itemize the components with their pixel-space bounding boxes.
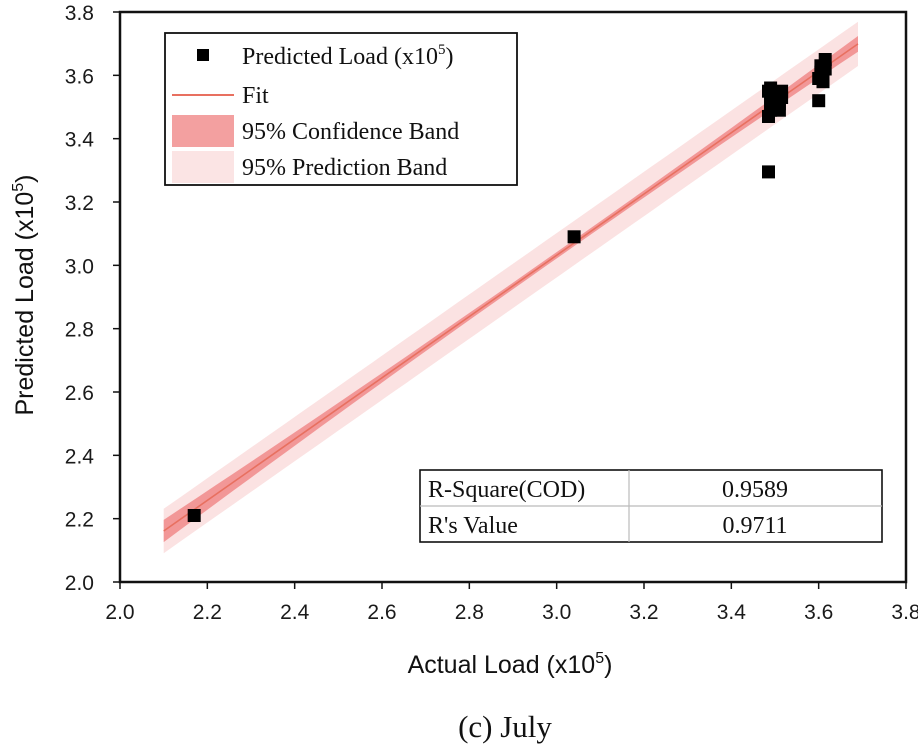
- x-tick-label: 2.2: [193, 601, 222, 624]
- legend-label-fit: Fit: [242, 83, 269, 109]
- data-point: [187, 509, 201, 522]
- x-tick-label: 3.0: [542, 601, 571, 624]
- y-tick-label: 2.0: [65, 572, 94, 595]
- y-tick-label: 3.0: [65, 255, 94, 278]
- y-tick-label: 3.8: [65, 2, 94, 25]
- data-point: [762, 165, 775, 179]
- x-tick-label: 3.6: [804, 601, 833, 624]
- data-point: [818, 53, 832, 66]
- data-points: [187, 53, 832, 522]
- data-point: [764, 81, 778, 95]
- x-tick-label: 2.4: [280, 601, 310, 624]
- stats-value-r-square: 0.9589: [722, 477, 788, 503]
- y-tick-label: 2.8: [65, 319, 94, 342]
- y-axis-title: Predicted Load (x105): [10, 175, 39, 416]
- x-tick-label: 2.6: [367, 601, 396, 624]
- y-tick-label: 2.2: [65, 509, 94, 532]
- y-tick-label: 3.6: [65, 65, 94, 88]
- x-tick-label: 3.2: [629, 601, 658, 624]
- x-tick-label: 3.8: [891, 601, 918, 624]
- data-point: [567, 230, 581, 244]
- y-tick-label: 2.4: [65, 445, 95, 468]
- y-axis-ticks: 2.0 2.2 2.4 2.6 2.8 3.0 3.2 3.4 3.6 3.8: [65, 2, 120, 595]
- x-tick-label: 3.4: [717, 601, 747, 624]
- y-tick-label: 2.6: [65, 382, 94, 405]
- x-axis-ticks: 2.0 2.2 2.4 2.6 2.8 3.0 3.2 3.4 3.6 3.8: [105, 582, 918, 624]
- legend: Predicted Load (x105) Fit 95% Confidence…: [164, 32, 518, 186]
- x-tick-label: 2.0: [105, 601, 134, 624]
- plot-frame: [118, 10, 908, 584]
- stats-table: R-Square(COD) 0.9589 R's Value 0.9711: [419, 469, 883, 543]
- legend-confidence-swatch: [172, 115, 234, 147]
- x-axis-title: Actual Load (x105): [408, 650, 613, 679]
- x-tick-label: 2.8: [455, 601, 484, 624]
- stats-label-r-value: R's Value: [428, 513, 518, 539]
- legend-prediction-swatch: [172, 151, 234, 183]
- legend-label-predicted: Predicted Load (x105): [242, 42, 453, 70]
- legend-marker-square: [197, 49, 209, 61]
- legend-label-confidence: 95% Confidence Band: [242, 119, 459, 145]
- data-point: [812, 94, 826, 108]
- stats-label-r-square: R-Square(COD): [428, 477, 585, 503]
- stats-value-r-value: 0.9711: [722, 513, 787, 539]
- fit-line: [163, 43, 859, 532]
- legend-label-prediction: 95% Prediction Band: [242, 155, 447, 181]
- y-tick-label: 3.2: [65, 192, 94, 215]
- y-tick-label: 3.4: [65, 129, 95, 152]
- data-point: [775, 84, 789, 98]
- figure-caption: (c) July: [458, 709, 552, 744]
- confidence-band: [163, 36, 858, 543]
